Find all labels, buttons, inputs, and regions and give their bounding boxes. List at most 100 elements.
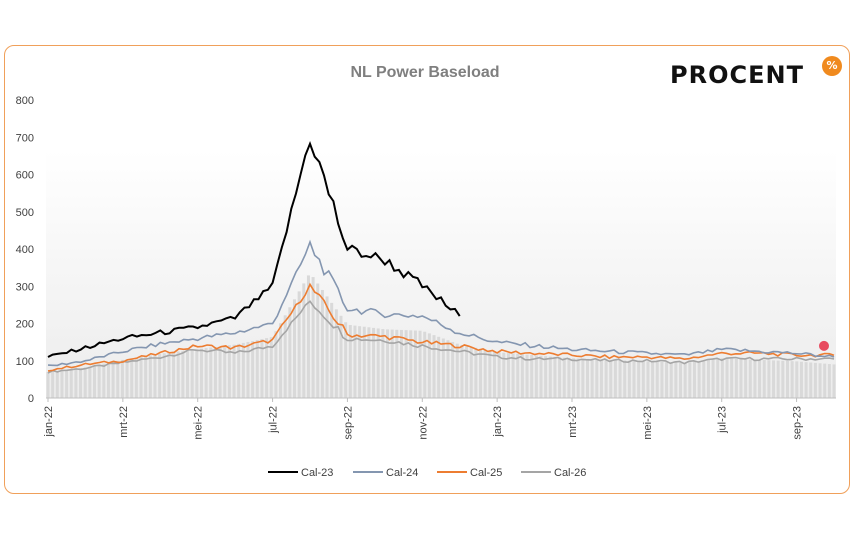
background-bar bbox=[772, 360, 776, 398]
background-bar bbox=[744, 359, 748, 398]
background-bar bbox=[386, 329, 390, 398]
background-bar bbox=[134, 357, 138, 398]
background-bar bbox=[153, 354, 157, 398]
background-bar bbox=[697, 361, 701, 398]
background-bar bbox=[804, 362, 808, 398]
background-bar bbox=[599, 359, 603, 398]
background-bar bbox=[399, 329, 403, 398]
background-bar bbox=[716, 358, 720, 398]
background-bar bbox=[651, 361, 655, 398]
background-bar bbox=[827, 364, 831, 398]
background-bar bbox=[785, 360, 789, 398]
background-bar bbox=[395, 329, 399, 398]
x-tick-label: mrt-22 bbox=[118, 406, 130, 438]
background-bar bbox=[390, 329, 394, 398]
background-bar bbox=[292, 299, 296, 398]
background-bar bbox=[725, 358, 729, 398]
background-bar bbox=[734, 358, 738, 398]
logo-text: PROCENT bbox=[670, 61, 804, 89]
background-bar bbox=[227, 345, 231, 398]
x-tick-label: mei-22 bbox=[193, 406, 205, 440]
y-tick-label: 400 bbox=[16, 244, 34, 256]
background-bar bbox=[781, 360, 785, 398]
background-bar bbox=[148, 355, 152, 398]
background-bar bbox=[488, 350, 492, 398]
background-bar bbox=[139, 356, 143, 398]
background-bar bbox=[353, 325, 357, 398]
background-bar bbox=[176, 351, 180, 398]
background-bar bbox=[106, 362, 110, 398]
background-bar bbox=[102, 363, 106, 398]
background-bar bbox=[269, 337, 273, 398]
background-bar bbox=[562, 357, 566, 398]
bar-layer bbox=[46, 275, 836, 398]
legend-label: Cal-25 bbox=[470, 467, 502, 479]
background-bar bbox=[83, 367, 87, 398]
background-bar bbox=[255, 340, 259, 398]
background-bar bbox=[609, 359, 613, 398]
background-bar bbox=[809, 362, 813, 398]
background-bar bbox=[506, 353, 510, 398]
background-bar bbox=[795, 361, 799, 398]
background-bar bbox=[344, 322, 348, 398]
background-bar bbox=[74, 368, 78, 398]
background-bar bbox=[93, 365, 97, 398]
background-bar bbox=[251, 340, 255, 398]
background-bar bbox=[753, 359, 757, 398]
background-bar bbox=[604, 359, 608, 398]
background-bar bbox=[60, 370, 64, 398]
background-bar bbox=[525, 354, 529, 398]
background-bar bbox=[69, 369, 73, 398]
background-bar bbox=[641, 361, 645, 398]
background-bar bbox=[432, 335, 436, 398]
background-bar bbox=[730, 358, 734, 398]
background-bar bbox=[595, 359, 599, 398]
y-tick-label: 600 bbox=[16, 170, 34, 182]
series-line-cal-24 bbox=[47, 239, 835, 367]
background-bar bbox=[446, 340, 450, 398]
background-bar bbox=[534, 355, 538, 398]
x-tick-label: sep-23 bbox=[792, 406, 804, 440]
background-bar bbox=[832, 364, 836, 398]
background-bar bbox=[241, 342, 245, 398]
background-bar bbox=[632, 360, 636, 398]
background-bar bbox=[423, 331, 427, 398]
background-bar bbox=[492, 351, 496, 398]
background-bar bbox=[348, 325, 352, 398]
background-bar bbox=[813, 362, 817, 398]
legend-label: Cal-23 bbox=[301, 467, 333, 479]
background-bar bbox=[688, 362, 692, 398]
background-bar bbox=[576, 358, 580, 398]
background-bar bbox=[720, 358, 724, 398]
y-tick-label: 700 bbox=[16, 132, 34, 144]
background-bar bbox=[362, 326, 366, 398]
background-bar bbox=[823, 363, 827, 398]
background-bar bbox=[404, 330, 408, 398]
background-bar bbox=[116, 360, 120, 398]
background-bar bbox=[181, 350, 185, 398]
background-bar bbox=[330, 302, 334, 398]
background-bar bbox=[409, 330, 413, 398]
background-bar bbox=[246, 341, 250, 398]
background-bar bbox=[530, 355, 534, 398]
background-bar bbox=[167, 352, 171, 398]
background-bar bbox=[65, 369, 69, 398]
y-tick-label: 200 bbox=[16, 319, 34, 331]
series-lines bbox=[47, 141, 835, 374]
background-bar bbox=[776, 360, 780, 398]
background-bar bbox=[669, 362, 673, 398]
background-bar bbox=[613, 360, 617, 398]
background-bar bbox=[418, 330, 422, 398]
background-bar bbox=[497, 352, 501, 398]
background-bar bbox=[544, 356, 548, 398]
background-bar bbox=[679, 362, 683, 398]
background-bar bbox=[455, 343, 459, 398]
background-bar bbox=[55, 370, 59, 398]
y-tick-label: 300 bbox=[16, 281, 34, 293]
background-bar bbox=[427, 333, 431, 398]
background-bar bbox=[279, 323, 283, 398]
background-bar bbox=[413, 330, 417, 398]
background-bar bbox=[469, 346, 473, 398]
background-bar bbox=[79, 368, 83, 398]
